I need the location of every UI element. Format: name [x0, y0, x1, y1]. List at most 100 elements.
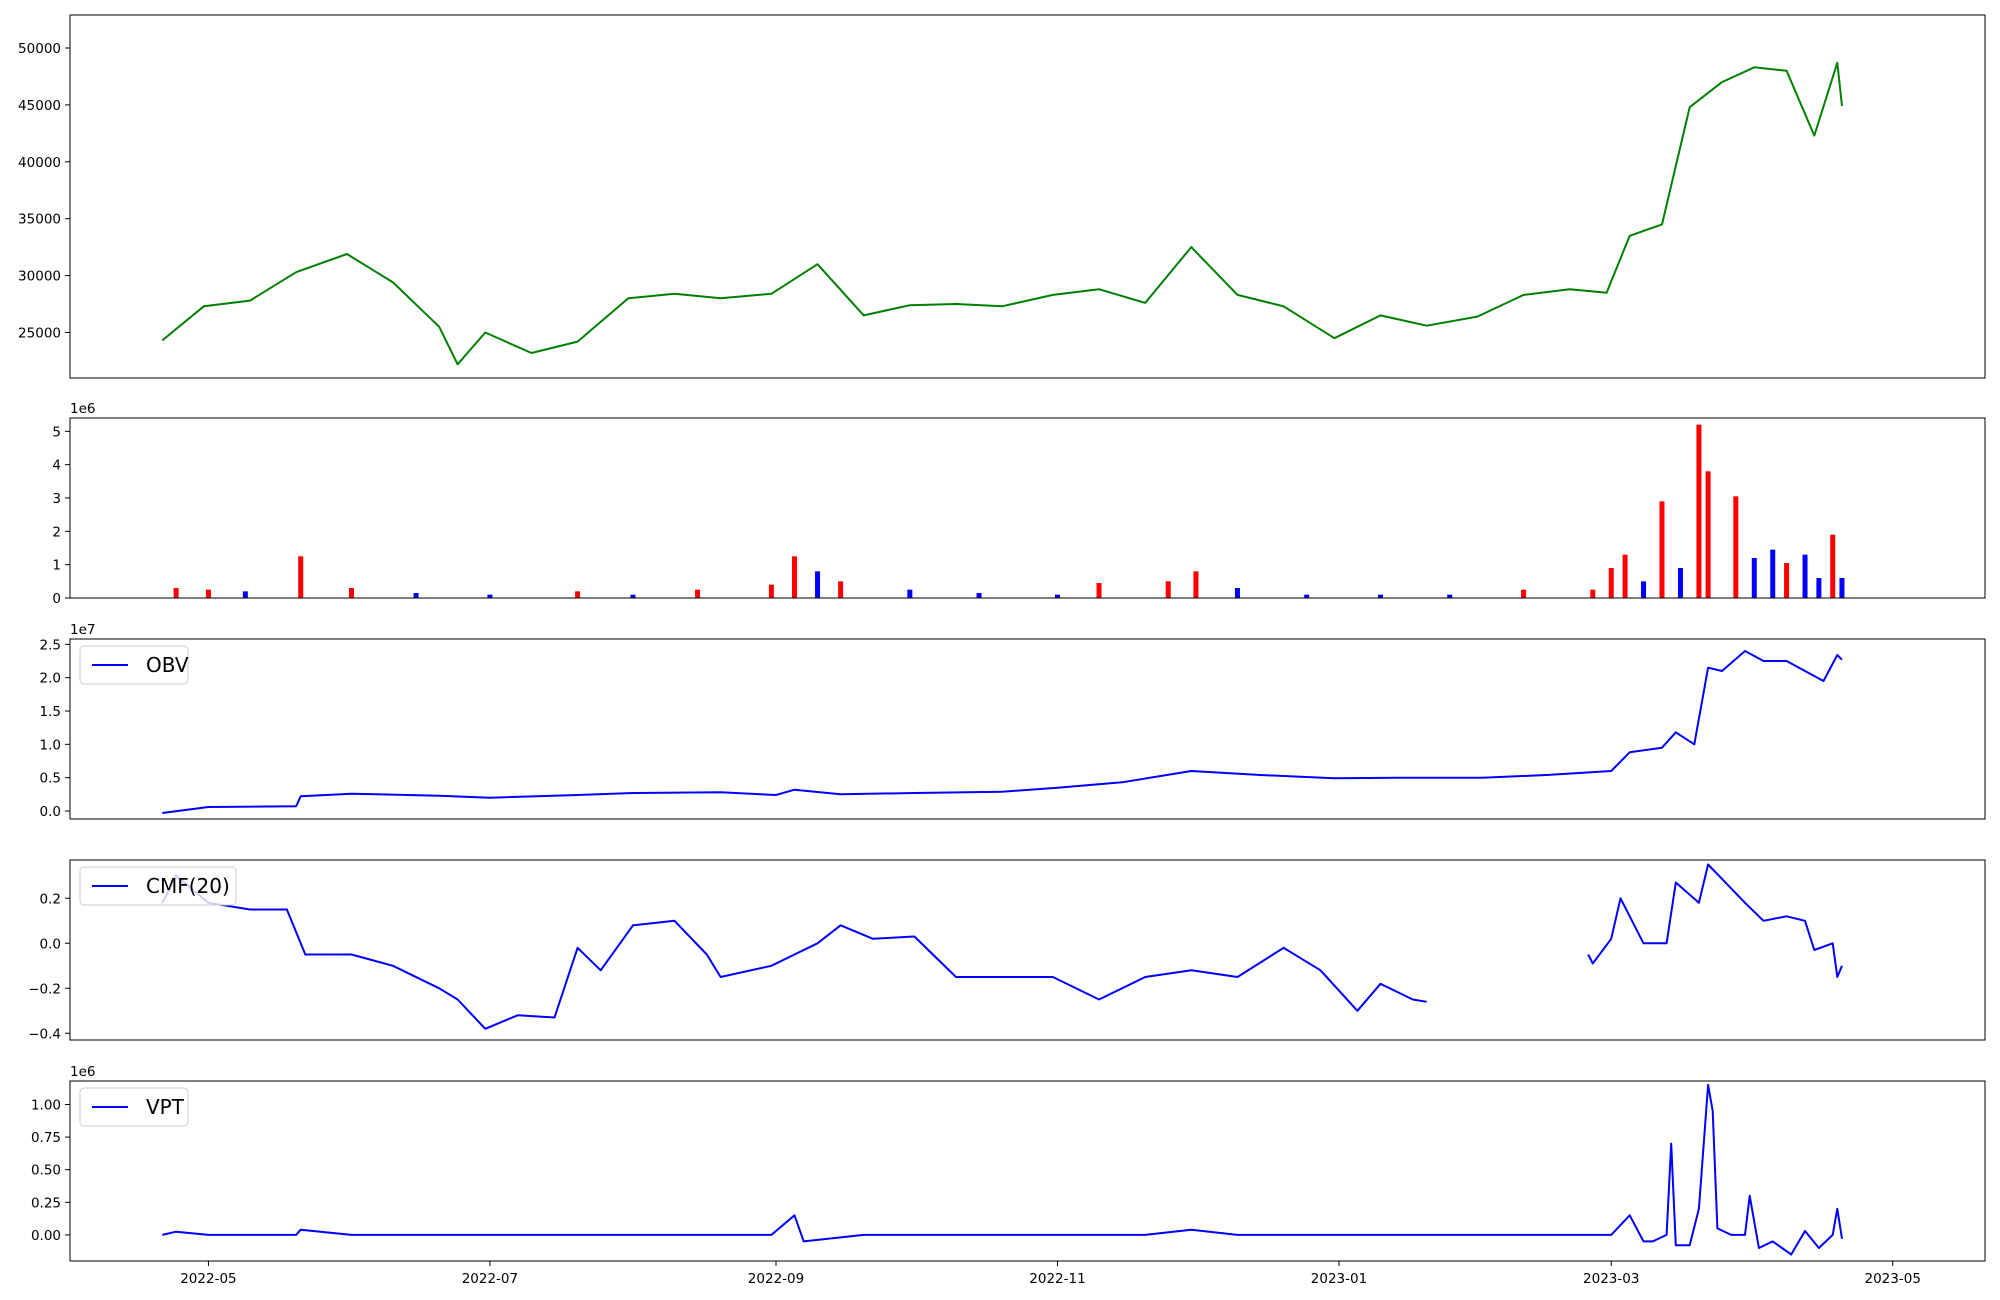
volume-bar: [1705, 471, 1711, 598]
legend-box: [79, 1087, 189, 1127]
y-tick-label: 2.5: [40, 637, 61, 653]
y-tick-label: 5: [52, 424, 61, 440]
y-tick-label: −0.2: [28, 981, 61, 997]
legend-label: OBV: [146, 653, 189, 677]
vpt-panel: 0.00 0.25 0.50 0.75 1.00 1e6 VPT: [31, 1064, 1986, 1262]
legend: OBV: [79, 645, 189, 685]
plot-frame: [69, 859, 1986, 1041]
price-panel: 25000 30000 35000 40000 45000 50000: [18, 14, 1986, 379]
volume-bar: [1839, 578, 1845, 598]
y-tick-label: 1.0: [40, 737, 61, 753]
volume-bar: [242, 591, 248, 598]
legend: CMF(20): [79, 866, 237, 906]
legend-box: [79, 645, 189, 685]
volume-bar: [1521, 589, 1527, 598]
y-tick-label: 0.0: [40, 804, 61, 820]
volume-bar: [1641, 581, 1647, 598]
volume-bar: [1096, 583, 1102, 598]
legend-box: [79, 866, 237, 906]
volume-bar: [815, 571, 821, 598]
volume-panel: 0 1 2 3 4 5 1e6: [52, 401, 1986, 607]
volume-bar: [1677, 568, 1683, 598]
y-tick-label: 30000: [18, 269, 61, 285]
volume-bar: [1622, 554, 1628, 598]
x-tick-label: 2022-05: [180, 1271, 236, 1287]
volume-bar: [205, 589, 211, 598]
y-tick-label: 1: [52, 558, 61, 574]
y-tick-label: 0: [52, 591, 61, 607]
obv-panel: 0.0 0.5 1.0 1.5 2.0 2.5 1e7 OBV: [40, 622, 1986, 820]
volume-bar: [1378, 594, 1384, 598]
volume-bar: [348, 588, 354, 598]
y-tick-label: 35000: [18, 212, 61, 228]
y-tick-label: 0.25: [31, 1195, 61, 1211]
volume-bar: [1304, 594, 1310, 598]
series-line-cmf(20): [161, 874, 1427, 1030]
series-line-cmf(20): [1587, 863, 1843, 978]
volume-bar: [838, 581, 844, 598]
x-tick-label: 2023-05: [1865, 1271, 1921, 1287]
legend-label: CMF(20): [146, 874, 230, 898]
x-tick-label: 2022-09: [748, 1271, 804, 1287]
volume-bar: [907, 589, 913, 598]
volume-bar: [1770, 549, 1776, 598]
volume-bar: [630, 594, 636, 598]
series-line-price: [161, 61, 1843, 366]
volume-bar: [1659, 501, 1665, 598]
volume-bar: [1608, 568, 1614, 598]
volume-bar: [575, 591, 581, 598]
x-tick-label: 2023-03: [1583, 1271, 1639, 1287]
cmf-panel: −0.4 −0.2 0.0 0.2 CMF(20): [28, 859, 1986, 1042]
y-tick-label: 3: [52, 491, 61, 507]
x-tick-label: 2022-11: [1029, 1271, 1085, 1287]
y-tick-label: 4: [52, 458, 61, 474]
y-tick-label: 40000: [18, 155, 61, 171]
plot-frame: [69, 638, 1986, 820]
series-line-obv: [162, 650, 1843, 814]
x-tick-label: 2022-07: [462, 1271, 518, 1287]
legend-label: VPT: [146, 1095, 185, 1119]
volume-bar: [1830, 534, 1836, 598]
volume-bar: [173, 588, 179, 598]
volume-bar: [1696, 424, 1702, 598]
y-tick-label: 1.00: [31, 1097, 61, 1113]
y-tick-label: −0.4: [28, 1026, 61, 1042]
plot-frame: [69, 14, 1986, 379]
plot-frame: [69, 1080, 1986, 1262]
volume-bar: [976, 593, 982, 598]
y-offset-label: 1e6: [70, 401, 95, 417]
y-tick-label: 0.5: [40, 771, 61, 787]
volume-bar: [1234, 588, 1240, 598]
x-tick-label: 2023-01: [1311, 1271, 1367, 1287]
volume-bar: [791, 556, 797, 598]
y-tick-label: 0.50: [31, 1163, 61, 1179]
volume-bar: [487, 594, 493, 598]
y-tick-label: 45000: [18, 98, 61, 114]
y-tick-label: 25000: [18, 325, 61, 341]
date-x-axis: 2022-05 2022-07 2022-09 2022-11 2023-01 2023-…: [180, 1261, 1921, 1287]
volume-bar: [413, 593, 419, 598]
y-tick-label: 0.0: [40, 936, 61, 952]
volume-bar: [1751, 558, 1757, 598]
y-tick-label: 2.0: [40, 671, 61, 687]
volume-bar: [1784, 563, 1790, 598]
volume-bar: [768, 584, 774, 598]
y-offset-label: 1e6: [70, 1064, 95, 1080]
volume-bar: [298, 556, 304, 598]
y-tick-label: 1.5: [40, 704, 61, 720]
volume-bar: [695, 589, 701, 598]
y-tick-label: 0.2: [40, 891, 61, 907]
y-offset-label: 1e7: [70, 622, 95, 638]
volume-bar: [1165, 581, 1171, 598]
volume-bar: [1590, 589, 1596, 598]
volume-bar: [1193, 571, 1199, 598]
series-line-vpt: [162, 1083, 1843, 1256]
y-tick-label: 0.00: [31, 1228, 61, 1244]
volume-bar: [1054, 594, 1060, 598]
volume-bar: [1733, 496, 1739, 598]
plot-frame: [69, 417, 1986, 599]
volume-bar: [1816, 578, 1822, 598]
volume-bar: [1447, 594, 1453, 598]
legend: VPT: [79, 1087, 189, 1127]
